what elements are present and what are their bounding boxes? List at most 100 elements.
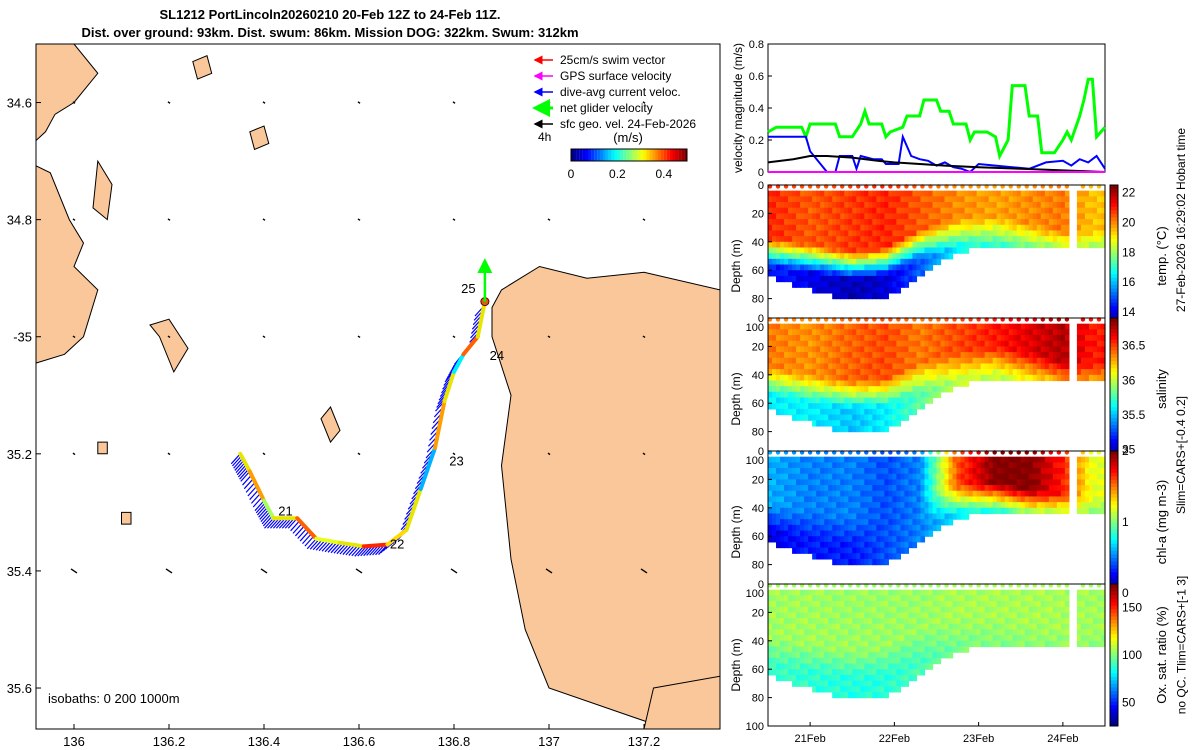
profile-cell bbox=[832, 606, 837, 613]
profile-cell bbox=[892, 230, 897, 237]
profile-cell bbox=[876, 601, 881, 608]
profile-cell bbox=[800, 281, 805, 288]
profile-cell bbox=[808, 490, 813, 498]
profile-cell bbox=[916, 456, 922, 463]
profile-cell bbox=[904, 230, 910, 237]
profile-cell bbox=[904, 264, 910, 271]
profile-cell bbox=[892, 264, 897, 271]
colorbar-swatch bbox=[591, 149, 595, 161]
profile-cell bbox=[1020, 479, 1026, 486]
profile-cell bbox=[784, 335, 789, 342]
profile-cell bbox=[912, 629, 918, 636]
profile-cell bbox=[880, 207, 885, 214]
profile-cell bbox=[1096, 346, 1102, 353]
profile-cell bbox=[1000, 595, 1006, 602]
colorbar-swatch bbox=[1110, 374, 1118, 379]
profile-cell bbox=[888, 357, 893, 365]
profile-cell bbox=[936, 207, 942, 214]
profile-cell bbox=[836, 369, 841, 376]
profile-cell bbox=[872, 657, 877, 665]
profile-cell bbox=[800, 629, 805, 636]
profile-cell bbox=[900, 207, 906, 214]
profile-cell bbox=[828, 674, 833, 682]
profile-cell bbox=[948, 386, 954, 393]
profile-cell bbox=[1000, 346, 1006, 353]
profile-cell bbox=[836, 264, 841, 271]
profile-cell bbox=[912, 258, 918, 266]
profile-cell bbox=[884, 386, 889, 393]
profile-cell bbox=[840, 686, 845, 693]
profile-cell bbox=[996, 601, 1002, 608]
profile-cell bbox=[888, 485, 893, 492]
profile-cell bbox=[1076, 485, 1082, 492]
profile-cell bbox=[992, 236, 998, 243]
profile-cell bbox=[904, 669, 910, 676]
profile-cell bbox=[932, 513, 938, 520]
profile-cell bbox=[1004, 640, 1010, 648]
profile-cell bbox=[952, 490, 958, 498]
profile-cell bbox=[908, 357, 914, 365]
profile-cell bbox=[884, 335, 889, 342]
profile-cell bbox=[1084, 340, 1090, 347]
profile-cell bbox=[884, 618, 889, 625]
profile-cell bbox=[880, 541, 885, 549]
profile-cell bbox=[840, 468, 845, 475]
profile-cell bbox=[1064, 369, 1070, 376]
profile-cell bbox=[792, 485, 797, 492]
velocity-ytick-label: 0.2 bbox=[749, 135, 764, 147]
profile-cell bbox=[924, 380, 930, 387]
profile-cell bbox=[784, 456, 789, 463]
profile-cell bbox=[1004, 601, 1010, 608]
profile-cell bbox=[864, 652, 869, 659]
profile-cell bbox=[788, 513, 793, 520]
colorbar-swatch bbox=[1110, 525, 1118, 530]
profile-cell bbox=[816, 287, 821, 294]
profile-cell bbox=[968, 612, 974, 619]
profile-cell bbox=[840, 202, 845, 209]
profile-cell bbox=[976, 640, 982, 648]
profile-cell bbox=[788, 335, 793, 342]
profile-cell bbox=[1064, 507, 1070, 515]
profile-cell bbox=[1096, 329, 1102, 336]
profile-cell bbox=[932, 247, 938, 254]
profile-cell bbox=[808, 241, 813, 249]
profile-cell bbox=[964, 346, 970, 353]
profile-cell bbox=[908, 374, 914, 382]
profile-cell bbox=[996, 612, 1002, 619]
profile-cell bbox=[860, 479, 865, 486]
profile-cell bbox=[868, 287, 873, 294]
profile-cell bbox=[788, 519, 793, 526]
profile-cell bbox=[832, 589, 837, 596]
profile-cell bbox=[1000, 473, 1006, 480]
profile-cell bbox=[880, 292, 885, 300]
profile-cell bbox=[924, 258, 930, 266]
profile-cell bbox=[824, 663, 829, 670]
profile-cell bbox=[796, 589, 801, 596]
profile-cell bbox=[1024, 202, 1030, 209]
dive-avg-current-arrow bbox=[290, 520, 301, 532]
profile-cell bbox=[796, 629, 801, 636]
profile-cell bbox=[832, 468, 837, 475]
profile-cell bbox=[912, 456, 918, 463]
profile-cell bbox=[1084, 241, 1090, 249]
profile-cell bbox=[852, 420, 857, 427]
profile-cell bbox=[904, 479, 910, 486]
profile-cell bbox=[976, 456, 982, 463]
profile-cell bbox=[968, 236, 974, 243]
profile-cell bbox=[876, 190, 881, 197]
profile-cell bbox=[844, 281, 849, 288]
profile-cell bbox=[908, 207, 914, 214]
colorbar-swatch bbox=[646, 149, 650, 161]
profile-cell bbox=[824, 346, 829, 353]
profile-cell bbox=[928, 397, 934, 404]
colorbar-swatch bbox=[1110, 280, 1118, 285]
profile-cell bbox=[796, 663, 801, 670]
profile-cell bbox=[1100, 363, 1106, 370]
profile-cell bbox=[1016, 374, 1022, 382]
profile-cell bbox=[908, 530, 914, 537]
profile-cell bbox=[836, 536, 841, 543]
sfc-geo-arrow bbox=[167, 101, 171, 104]
profile-cell bbox=[852, 270, 857, 277]
profile-cell bbox=[768, 352, 773, 359]
profile-cell bbox=[956, 646, 962, 653]
